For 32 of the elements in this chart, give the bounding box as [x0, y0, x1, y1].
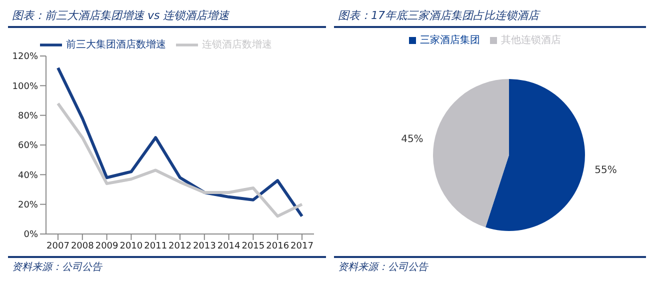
x-tick-label: 2011 [144, 241, 168, 252]
y-tick-label: 20% [18, 200, 38, 211]
line-series [56, 102, 304, 218]
x-tick-label: 2012 [168, 241, 192, 252]
chart-title: 图表：17年底三家酒店集团占比连锁酒店 [334, 8, 646, 28]
y-tick-label: 60% [18, 141, 38, 152]
pie-slice [433, 79, 509, 228]
chart-title: 图表：前三大酒店集团增速 vs 连锁酒店增速 [8, 8, 326, 28]
y-tick-label: 120% [12, 52, 38, 62]
x-tick-label: 2017 [290, 241, 314, 252]
data-label: 45% [401, 134, 424, 146]
data-label: 55% [594, 164, 617, 176]
x-tick-label: 2009 [95, 241, 119, 252]
legend-label: 三家酒店集团 [420, 35, 480, 46]
y-tick-label: 100% [12, 82, 38, 92]
x-tick-label: 2013 [192, 241, 216, 252]
line-series [56, 66, 304, 218]
legend-label: 连锁酒店数增速 [202, 40, 272, 51]
x-tick-label: 2015 [242, 241, 265, 252]
pie-slice [486, 79, 585, 231]
x-tick-label: 2014 [217, 241, 241, 252]
y-tick-label: 40% [18, 170, 38, 181]
x-tick-label: 2008 [70, 241, 94, 252]
legend-label: 其他连锁酒店 [501, 35, 561, 46]
y-tick-label: 80% [18, 112, 38, 122]
legend-label: 前三大集团酒店数增速 [66, 40, 166, 51]
text: 资料来源：公司公告 [338, 260, 430, 274]
x-tick-label: 2010 [120, 241, 143, 252]
text: 资料来源：公司公告 [12, 260, 104, 274]
y-tick-label: 0% [24, 230, 38, 240]
x-tick-label: 2007 [46, 241, 70, 252]
x-tick-label: 2016 [266, 241, 290, 252]
